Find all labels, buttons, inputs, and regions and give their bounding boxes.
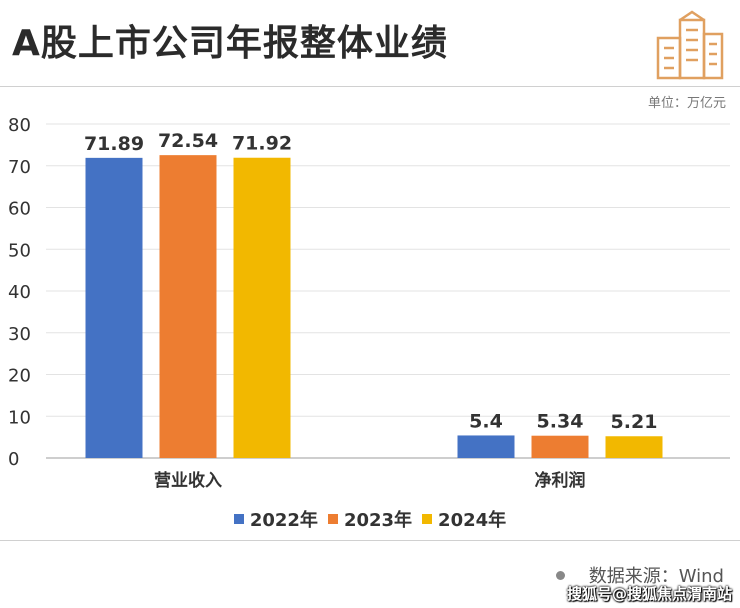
building-logo-icon: [656, 10, 724, 80]
bar-value-label: 71.92: [232, 133, 292, 155]
y-tick-label: 30: [8, 324, 31, 345]
data-source-label: 数据来源：Wind: [588, 566, 724, 587]
legend-swatch: [422, 514, 433, 524]
y-tick-label: 80: [8, 115, 31, 136]
legend-item: 2023年: [327, 506, 413, 532]
bar: [85, 157, 143, 458]
y-tick-label: 50: [8, 240, 31, 261]
y-tick-label: 20: [8, 366, 31, 387]
bar-value-label: 72.54: [158, 130, 218, 152]
bar: [605, 436, 663, 458]
legend-swatch: [233, 514, 244, 524]
bar-value-label: 5.34: [537, 411, 584, 433]
x-category-label: 营业收入: [154, 470, 222, 491]
bar-value-label: 71.89: [84, 133, 144, 155]
y-tick-label: 0: [8, 449, 19, 470]
chart-title: A股上市公司年报整体业绩: [12, 23, 448, 64]
y-tick-label: 70: [8, 157, 31, 178]
bullet-icon: [555, 570, 565, 580]
legend-label: 2023年: [343, 510, 413, 531]
bar-chart: 0 10 20 30 40 50 60 70 80 71.89 72.54 71.92 营业收入 5.4 5…: [8, 115, 730, 491]
watermark: 搜狐号@搜狐焦点渭南站: [566, 585, 732, 603]
legend-swatch: [327, 514, 338, 524]
y-tick-label: 10: [8, 407, 31, 428]
header-divider: [0, 86, 740, 87]
legend-item: 2024年: [422, 506, 506, 532]
legend: 2022年 2023年 2024年: [0, 506, 740, 532]
bar-value-label: 5.21: [611, 411, 658, 433]
bar: [531, 435, 589, 458]
bar: [159, 155, 217, 458]
legend-label: 2024年: [438, 510, 507, 531]
data-source: 数据来源：Wind: [555, 562, 724, 588]
footer-divider: [0, 540, 740, 541]
legend-item: 2022年: [233, 506, 318, 532]
bar-value-label: 5.4: [469, 410, 503, 432]
unit-label: 单位：万亿元: [647, 96, 726, 111]
bar: [233, 157, 291, 458]
y-tick-label: 60: [8, 199, 31, 220]
y-tick-label: 40: [8, 282, 31, 303]
x-category-label: 净利润: [535, 470, 586, 491]
legend-label: 2022年: [249, 510, 318, 531]
bar: [457, 435, 515, 458]
